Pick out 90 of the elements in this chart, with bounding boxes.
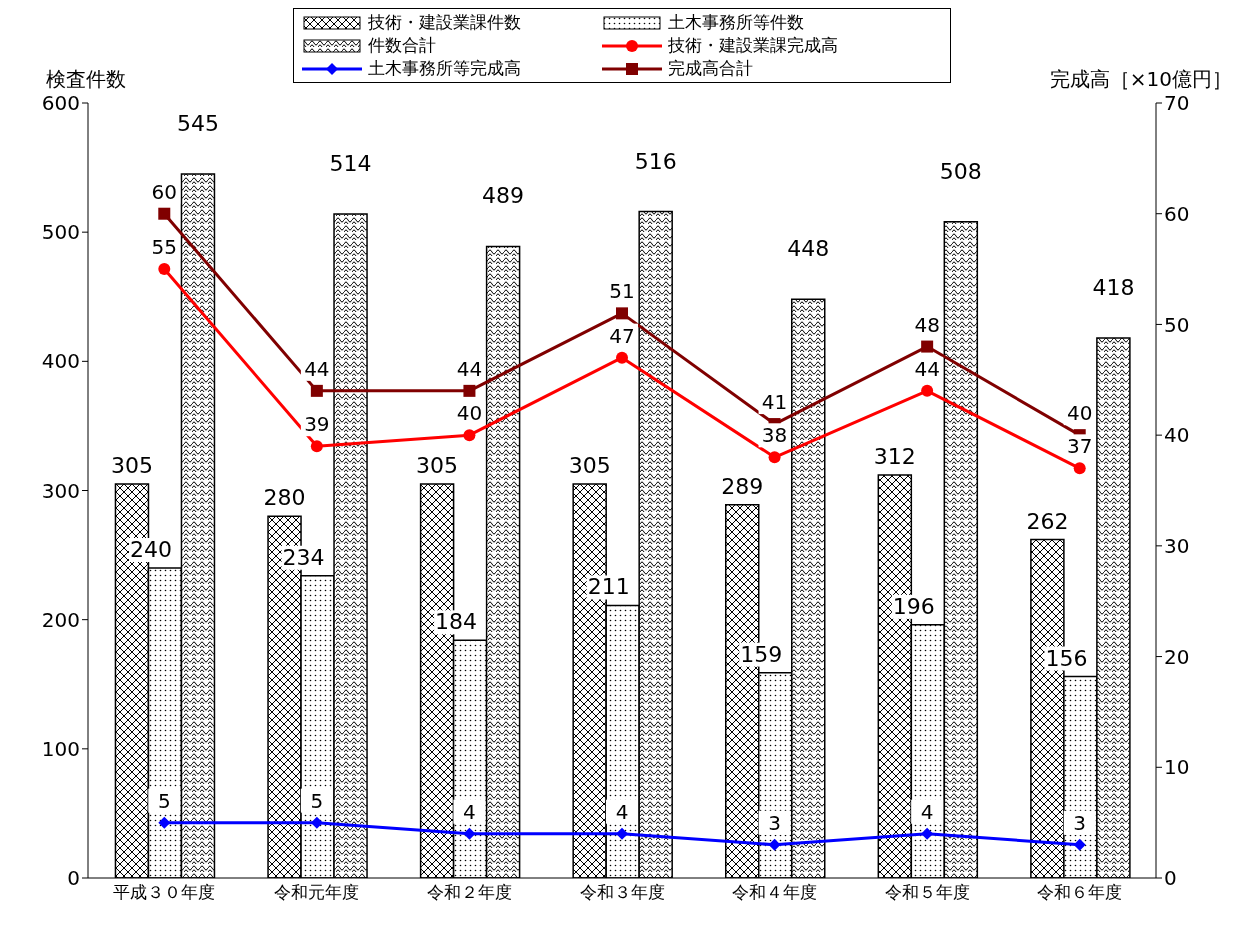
y-tick-label: 300 (41, 478, 80, 503)
y-tick-label: 200 (41, 607, 80, 632)
data-label: 40 (456, 401, 483, 426)
x-tick-label: 令和４年度 (732, 882, 818, 903)
data-label: 37 (1066, 434, 1093, 459)
x-tick-label: 令和３年度 (579, 882, 665, 903)
point (310, 384, 323, 397)
data-label: 305 (416, 453, 459, 479)
legend-label: 件数合計 (368, 34, 436, 57)
x-tick-label: 令和５年度 (884, 882, 970, 903)
legend-label: 技術・建設業課完成高 (668, 34, 838, 57)
data-label: 516 (634, 148, 677, 174)
y2-tick-label: 30 (1164, 533, 1190, 558)
data-label: 196 (892, 593, 935, 619)
data-label: 305 (110, 453, 153, 479)
point (158, 816, 171, 829)
data-label: 211 (587, 574, 630, 600)
point (921, 340, 934, 353)
point (768, 451, 781, 464)
data-label: 5 (310, 788, 324, 813)
data-label: 448 (787, 236, 830, 262)
data-label: 44 (304, 356, 330, 381)
point (921, 827, 934, 840)
point (463, 827, 476, 840)
data-label: 4 (463, 799, 476, 824)
point (158, 207, 171, 220)
y-tick-label: 100 (41, 736, 80, 761)
legend-label: 完成高合計 (668, 57, 753, 80)
data-label: 38 (761, 423, 788, 448)
data-label: 184 (435, 609, 478, 635)
data-label: 289 (721, 473, 764, 499)
x-tick-label: 平成３０年度 (113, 882, 216, 903)
y2-tick-label: 10 (1164, 755, 1190, 780)
point (768, 838, 781, 851)
data-label: 41 (761, 390, 788, 415)
x-tick-label: 令和２年度 (426, 882, 512, 903)
data-label: 39 (304, 412, 330, 437)
data-label: 40 (1066, 401, 1093, 426)
legend-label: 土木事務所等件数 (668, 11, 804, 34)
point (1073, 462, 1086, 475)
y-tick-label: 500 (41, 220, 80, 245)
legend-label: 土木事務所等完成高 (368, 57, 521, 80)
data-label: 545 (176, 111, 219, 137)
y2-tick-label: 40 (1164, 423, 1190, 448)
x-tick-label: 令和元年度 (274, 882, 360, 903)
point (1073, 838, 1086, 851)
data-label: 4 (920, 799, 934, 824)
y2-axis-title: 完成高［×10億円］ (1049, 66, 1232, 93)
data-label: 418 (1092, 275, 1135, 301)
data-label: 240 (129, 537, 172, 562)
y-axis-title: 検査件数 (46, 66, 126, 93)
data-label: 514 (329, 151, 372, 177)
point (616, 351, 628, 364)
data-label: 44 (914, 356, 940, 381)
data-label: 4 (615, 799, 629, 824)
data-label: 47 (609, 323, 635, 348)
data-label: 305 (568, 453, 611, 479)
y-tick-label: 400 (41, 349, 80, 374)
y-tick-label: 600 (41, 91, 80, 116)
point (310, 440, 323, 453)
data-label: 312 (873, 444, 916, 469)
data-label: 262 (1026, 508, 1069, 534)
point (158, 263, 171, 276)
y2-tick-label: 20 (1164, 644, 1190, 669)
data-label: 489 (482, 183, 525, 209)
data-label: 55 (151, 235, 178, 260)
data-label: 280 (263, 485, 306, 511)
data-label: 156 (1045, 645, 1088, 671)
point (921, 384, 934, 397)
point (616, 307, 628, 320)
y2-tick-label: 50 (1164, 312, 1190, 337)
data-label: 3 (768, 810, 781, 835)
data-label: 508 (939, 158, 982, 184)
point (616, 827, 628, 840)
legend-label: 技術・建設業課件数 (368, 11, 521, 34)
data-label: 159 (740, 641, 783, 667)
data-label: 60 (151, 179, 178, 204)
point (463, 429, 476, 442)
data-label: 48 (914, 312, 940, 337)
y-tick-label: 0 (67, 866, 80, 891)
point (463, 384, 476, 397)
y2-tick-label: 0 (1164, 866, 1177, 891)
data-label: 3 (1073, 810, 1087, 835)
data-label: 44 (456, 356, 483, 381)
data-label: 234 (282, 544, 325, 570)
data-label: 5 (157, 788, 171, 813)
y2-tick-label: 60 (1164, 201, 1190, 226)
data-label: 51 (609, 279, 635, 304)
x-tick-label: 令和６年度 (1037, 882, 1123, 903)
y2-tick-label: 70 (1164, 91, 1190, 116)
